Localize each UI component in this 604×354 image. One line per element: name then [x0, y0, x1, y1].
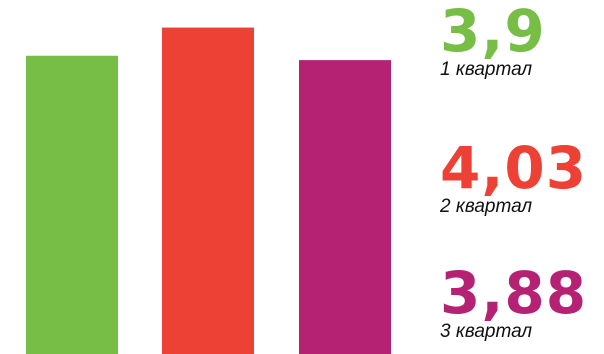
legend-entry-q1: 3,9 1 квартал: [440, 2, 546, 80]
data-label-q3: 3,88: [440, 259, 588, 327]
bar-q3: [299, 60, 391, 354]
data-label-q1: 3,9: [440, 0, 546, 65]
legend-label-q2: 2 квартал: [440, 196, 533, 217]
bar-q2: [162, 27, 254, 354]
bar-q1: [26, 55, 118, 354]
legend-label-q3: 3 квартал: [440, 321, 533, 342]
legend-entry-q3: 3,88 3 квартал: [440, 264, 587, 342]
data-label-q2: 4,03: [440, 134, 588, 202]
legend-entry-q2: 4,03 2 квартал: [440, 139, 587, 217]
legend-label-q1: 1 квартал: [440, 59, 533, 80]
